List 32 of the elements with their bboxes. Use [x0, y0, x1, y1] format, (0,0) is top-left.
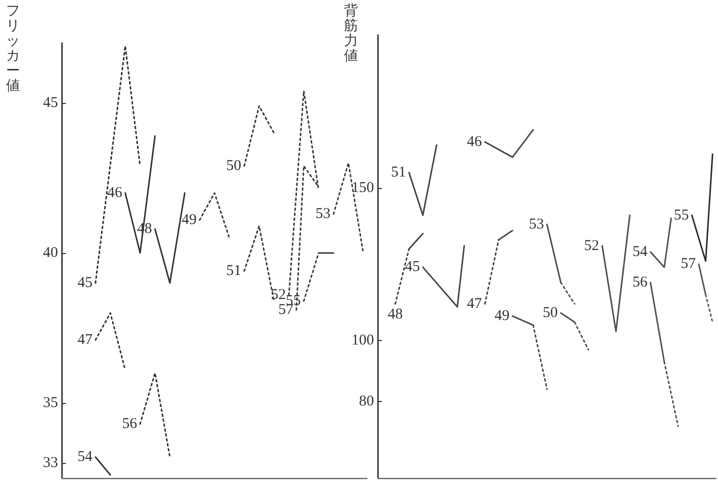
series-label: 45 [404, 259, 420, 276]
series-label: 53 [316, 206, 331, 222]
series-label: 52 [584, 238, 600, 254]
series-label: 56 [122, 416, 138, 432]
y-tick-label: 40 [43, 245, 58, 261]
series-label: 48 [388, 306, 403, 322]
series-label: 47 [466, 296, 482, 312]
y-axis-title: 背筋力値 [344, 3, 358, 64]
series-label: 53 [529, 216, 544, 232]
y-tick-label: 35 [43, 395, 58, 411]
legend-label: 54 [77, 449, 93, 465]
series-label: 55 [674, 207, 689, 224]
series-label: 49 [494, 308, 510, 324]
series-label: 54 [632, 244, 648, 260]
series-label: 57 [680, 256, 696, 272]
y-tick-label: 33 [43, 455, 58, 471]
series-label: 50 [226, 158, 242, 174]
y-tick-label: 150 [352, 180, 374, 196]
y-tick-label: 45 [43, 95, 58, 111]
y-axis-title: フリッカー値 [6, 4, 20, 94]
y-tick-label: 100 [352, 332, 374, 349]
series-label: 51 [391, 164, 406, 180]
series-label: 45 [77, 275, 92, 291]
series-label: 47 [77, 332, 93, 348]
series-label: 51 [226, 263, 242, 279]
series-label: 50 [542, 305, 558, 322]
series-label: 49 [182, 212, 197, 228]
series-label: 56 [632, 274, 648, 290]
y-tick-label: 80 [359, 394, 374, 410]
series-label: 52 [270, 287, 286, 303]
series-label: 46 [466, 134, 482, 150]
series-label: 46 [107, 185, 123, 201]
